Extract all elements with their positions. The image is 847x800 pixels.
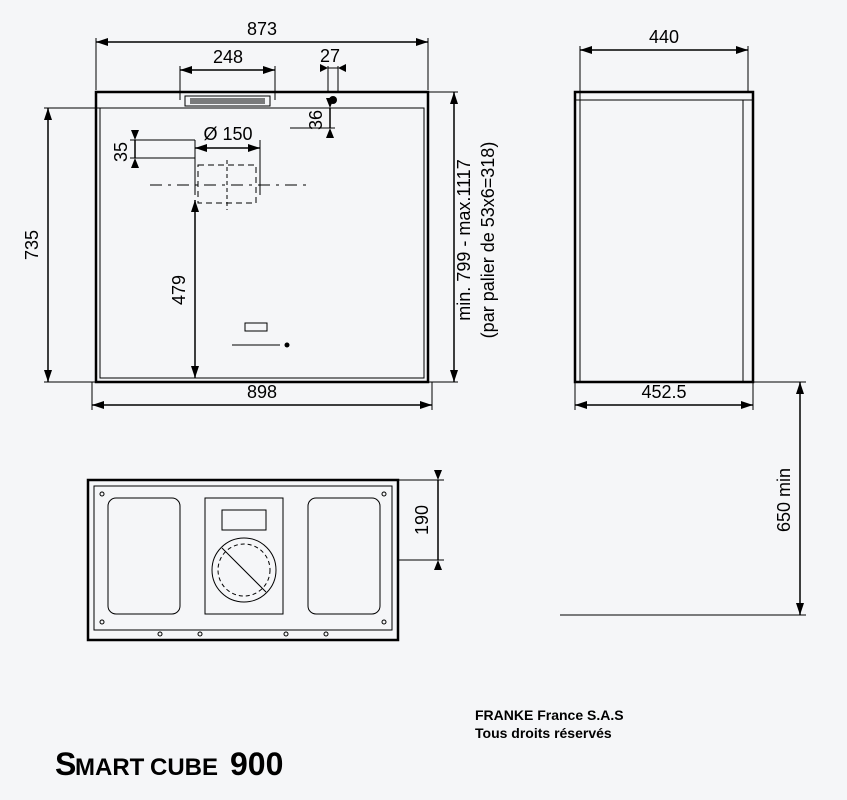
company-line2: Tous droits réservés [475, 725, 612, 741]
dim-190: 190 [398, 470, 444, 570]
dim-650: 650 min [560, 382, 806, 615]
dim-label-479: 479 [169, 275, 189, 305]
top-vent [185, 96, 337, 106]
bottom-panel-right [308, 498, 380, 614]
dim-label-898: 898 [247, 382, 277, 402]
technical-drawing: 873 248 27 735 [0, 0, 847, 800]
svg-text:900: 900 [230, 746, 283, 782]
svg-text:MART: MART [75, 754, 145, 781]
dim-440: 440 [580, 27, 748, 92]
bottom-inner [94, 486, 392, 630]
dim-height-range: min. 799 - max.1117 (par palier de 53x6=… [428, 92, 498, 382]
dim-label-range2: (par palier de 53x6=318) [478, 142, 498, 339]
dim-35: 35 [111, 130, 195, 168]
dim-label-27: 27 [320, 46, 340, 66]
bottom-panel-left [108, 498, 180, 614]
front-inner [100, 108, 424, 378]
dim-label-440: 440 [649, 27, 679, 47]
dim-873: 873 [96, 19, 428, 90]
dim-label-diameter: Ø 150 [203, 124, 252, 144]
dim-label-248: 248 [213, 47, 243, 67]
bottom-center [205, 498, 283, 614]
dim-27: 27 [320, 46, 346, 92]
dim-label-35: 35 [111, 142, 131, 162]
dim-735: 735 [22, 108, 100, 382]
dim-label-range1: min. 799 - max.1117 [454, 159, 474, 320]
dim-452: 452.5 [575, 382, 753, 410]
dim-479: 479 [169, 200, 199, 378]
company-line1: FRANKE France S.A.S [475, 707, 624, 723]
svg-text:CUBE: CUBE [150, 754, 218, 781]
dim-label-873: 873 [247, 19, 277, 39]
front-controls [232, 323, 290, 348]
dim-label-735: 735 [22, 230, 42, 260]
bottom-outline [88, 480, 398, 640]
duct-dash [150, 160, 310, 210]
dim-898: 898 [92, 382, 432, 410]
dim-label-36: 36 [306, 110, 326, 130]
front-outline [96, 92, 428, 382]
side-outline [575, 92, 753, 382]
dim-label-650: 650 min [774, 468, 794, 532]
svg-text:S: S [55, 746, 76, 782]
product-title-group: S MART CUBE 900 [55, 746, 283, 782]
dim-36: 36 [290, 98, 335, 138]
dim-label-452: 452.5 [641, 382, 686, 402]
dim-label-190: 190 [412, 505, 432, 535]
